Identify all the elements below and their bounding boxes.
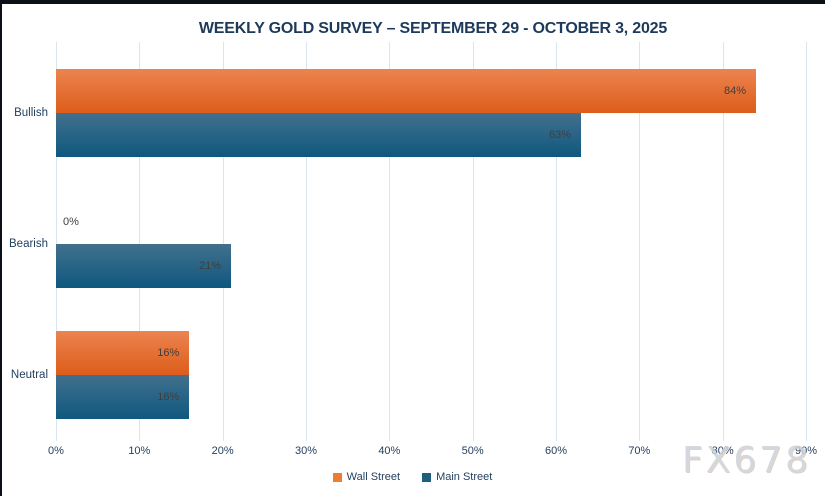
category-label-bullish: Bullish xyxy=(14,107,48,119)
gridline xyxy=(306,42,307,441)
fx678-watermark: FX678 xyxy=(682,440,812,481)
x-tick-label: 60% xyxy=(544,445,568,457)
gridline xyxy=(722,42,724,441)
x-tick-label: 30% xyxy=(294,445,318,457)
data-label-bearish-main-street: 21% xyxy=(198,260,221,272)
gridline xyxy=(472,42,474,441)
x-tick-label: 0% xyxy=(48,445,64,457)
bar-neutral-main-street xyxy=(56,375,190,419)
x-tick-label: 40% xyxy=(378,445,401,457)
gridline xyxy=(806,42,807,441)
bar-bullish-main-street xyxy=(56,113,581,157)
x-tick-label: 10% xyxy=(128,445,151,457)
data-label-bearish-wall-street: 0% xyxy=(63,216,79,228)
data-label-bullish-wall-street: 84% xyxy=(723,85,746,97)
legend: Wall Street Main Street xyxy=(0,471,825,483)
gridline xyxy=(56,42,57,441)
legend-swatch-icon xyxy=(332,472,342,482)
data-label-neutral-wall-street: 16% xyxy=(157,347,180,359)
legend-label: Main Street xyxy=(436,471,493,483)
screenshot-left-border xyxy=(0,0,2,496)
category-label-bearish: Bearish xyxy=(9,238,48,250)
x-tick-label: 50% xyxy=(461,445,484,457)
plot-area: 84% 63% 0% 21% 16% 16% xyxy=(56,42,810,441)
chart-title: WEEKLY GOLD SURVEY – SEPTEMBER 29 - OCTO… xyxy=(198,20,668,37)
legend-swatch-icon xyxy=(422,472,432,482)
bar-neutral-wall-street xyxy=(56,331,190,375)
x-tick-label: 70% xyxy=(628,445,651,457)
category-label-neutral: Neutral xyxy=(10,369,48,381)
gridline xyxy=(222,42,224,441)
bar-bullish-wall-street xyxy=(56,69,756,113)
gridline xyxy=(639,42,641,441)
gridline xyxy=(556,42,557,441)
legend-label: Wall Street xyxy=(346,471,401,483)
legend-item-wall-street: Wall Street xyxy=(332,471,401,483)
legend-item-main-street: Main Street xyxy=(422,471,492,483)
data-label-bullish-main-street: 63% xyxy=(548,129,571,141)
screenshot-top-border xyxy=(0,0,825,4)
gridline xyxy=(389,42,391,441)
x-tick-label: 90% xyxy=(794,445,818,457)
x-tick-label: 20% xyxy=(211,445,234,457)
bar-bearish-main-street xyxy=(56,244,231,288)
data-label-neutral-main-street: 16% xyxy=(157,391,180,403)
gridline xyxy=(139,42,141,441)
x-tick-label: 80% xyxy=(711,445,734,457)
x-axis: 0% 10% 20% 30% 40% 50% 60% 70% 80% 90% xyxy=(48,445,817,459)
